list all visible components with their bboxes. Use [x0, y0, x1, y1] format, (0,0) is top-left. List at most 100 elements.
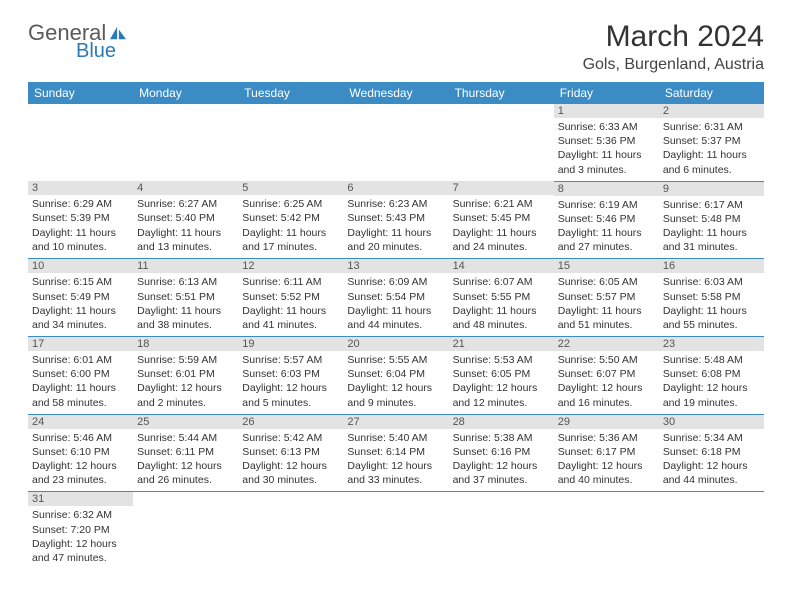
daylight-text-1: Daylight: 11 hours — [663, 226, 760, 240]
sunset-text: Sunset: 5:51 PM — [137, 290, 234, 304]
empty-cell — [28, 104, 133, 181]
week-row: 1Sunrise: 6:33 AMSunset: 5:36 PMDaylight… — [28, 104, 764, 181]
sunset-text: Sunset: 6:18 PM — [663, 445, 760, 459]
day-number: 19 — [238, 337, 343, 351]
daylight-text-1: Daylight: 12 hours — [32, 459, 129, 473]
sunrise-text: Sunrise: 6:21 AM — [453, 197, 550, 211]
daylight-text-2: and 13 minutes. — [137, 240, 234, 254]
sunrise-text: Sunrise: 6:15 AM — [32, 275, 129, 289]
daylight-text-2: and 30 minutes. — [242, 473, 339, 487]
day-info: Sunrise: 6:32 AMSunset: 7:20 PMDaylight:… — [32, 508, 129, 565]
daylight-text-2: and 2 minutes. — [137, 396, 234, 410]
daylight-text-2: and 33 minutes. — [347, 473, 444, 487]
day-info: Sunrise: 5:55 AMSunset: 6:04 PMDaylight:… — [347, 353, 444, 410]
sunrise-text: Sunrise: 5:55 AM — [347, 353, 444, 367]
day-number: 3 — [28, 181, 133, 195]
daylight-text-1: Daylight: 11 hours — [137, 304, 234, 318]
sunset-text: Sunset: 6:03 PM — [242, 367, 339, 381]
day-number: 15 — [554, 259, 659, 273]
day-cell-13: 13Sunrise: 6:09 AMSunset: 5:54 PMDayligh… — [343, 259, 448, 337]
daylight-text-1: Daylight: 11 hours — [558, 148, 655, 162]
daylight-text-2: and 26 minutes. — [137, 473, 234, 487]
day-number: 31 — [28, 492, 133, 506]
day-number: 12 — [238, 259, 343, 273]
day-number: 11 — [133, 259, 238, 273]
daylight-text-1: Daylight: 12 hours — [347, 459, 444, 473]
daylight-text-2: and 48 minutes. — [453, 318, 550, 332]
sunset-text: Sunset: 6:10 PM — [32, 445, 129, 459]
sunset-text: Sunset: 6:00 PM — [32, 367, 129, 381]
sunset-text: Sunset: 5:37 PM — [663, 134, 760, 148]
header: GeneralBlue March 2024 Gols, Burgenland,… — [28, 20, 764, 74]
daylight-text-1: Daylight: 11 hours — [347, 226, 444, 240]
daylight-text-1: Daylight: 11 hours — [347, 304, 444, 318]
day-number: 7 — [449, 181, 554, 195]
sunrise-text: Sunrise: 6:01 AM — [32, 353, 129, 367]
daylight-text-2: and 5 minutes. — [242, 396, 339, 410]
empty-cell — [238, 492, 343, 569]
day-cell-9: 9Sunrise: 6:17 AMSunset: 5:48 PMDaylight… — [659, 181, 764, 259]
week-row: 17 Sunrise: 6:01 AMSunset: 6:00 PM Dayligh… — [28, 337, 764, 415]
day-number: 1 — [554, 104, 659, 118]
daylight-text-2: and 3 minutes. — [558, 163, 655, 177]
day-info: Sunrise: 6:17 AMSunset: 5:48 PMDaylight:… — [663, 198, 760, 255]
sunset-text: Sunset: 5:46 PM — [558, 212, 655, 226]
sunrise-text: Sunrise: 5:36 AM — [558, 431, 655, 445]
sunrise-text: Sunrise: 6:13 AM — [137, 275, 234, 289]
day-cell-25: 25Sunrise: 5:44 AMSunset: 6:11 PMDayligh… — [133, 414, 238, 492]
day-cell-19: 19 Sunrise: 5:57 AMSunset: 6:03 PMDayligh… — [238, 337, 343, 415]
sunrise-text: Sunrise: 5:48 AM — [663, 353, 760, 367]
daylight-text-2: and 31 minutes. — [663, 240, 760, 254]
day-number: 10 — [28, 259, 133, 273]
daylight-text-2: and 17 minutes. — [242, 240, 339, 254]
day-number: 22 — [554, 337, 659, 351]
sunset-text: Sunset: 5:58 PM — [663, 290, 760, 304]
sunrise-text: Sunrise: 5:53 AM — [453, 353, 550, 367]
empty-cell — [133, 492, 238, 569]
daylight-text-1: Daylight: 12 hours — [453, 459, 550, 473]
day-header-wednesday: Wednesday — [343, 82, 448, 104]
day-number: 5 — [238, 181, 343, 195]
day-cell-6: 6Sunrise: 6:23 AMSunset: 5:43 PMDaylight… — [343, 181, 448, 259]
sunset-text: Sunset: 5:36 PM — [558, 134, 655, 148]
day-cell-27: 27Sunrise: 5:40 AMSunset: 6:14 PMDayligh… — [343, 414, 448, 492]
day-info: Sunrise: 6:27 AMSunset: 5:40 PMDaylight:… — [137, 197, 234, 254]
daylight-text-1: Daylight: 12 hours — [242, 381, 339, 395]
day-info: Sunrise: 5:46 AMSunset: 6:10 PMDaylight:… — [32, 431, 129, 488]
sunrise-text: Sunrise: 6:09 AM — [347, 275, 444, 289]
sunset-text: Sunset: 6:11 PM — [137, 445, 234, 459]
daylight-text-2: and 47 minutes. — [32, 551, 129, 565]
daylight-text-2: and 44 minutes. — [663, 473, 760, 487]
calendar-body: 1Sunrise: 6:33 AMSunset: 5:36 PMDaylight… — [28, 104, 764, 569]
daylight-text-1: Daylight: 11 hours — [32, 304, 129, 318]
day-number: 17 — [28, 337, 133, 351]
day-info: Sunrise: 5:50 AMSunset: 6:07 PMDaylight:… — [558, 353, 655, 410]
sunrise-text: Sunrise: 5:57 AM — [242, 353, 339, 367]
daylight-text-2: and 9 minutes. — [347, 396, 444, 410]
daylight-text-1: Daylight: 11 hours — [453, 226, 550, 240]
sunrise-text: Sunrise: 6:29 AM — [32, 197, 129, 211]
calendar-table: SundayMondayTuesdayWednesdayThursdayFrid… — [28, 82, 764, 569]
day-cell-20: 20Sunrise: 5:55 AMSunset: 6:04 PMDayligh… — [343, 337, 448, 415]
day-info: Sunrise: 6:21 AMSunset: 5:45 PMDaylight:… — [453, 197, 550, 254]
daylight-text-2: and 41 minutes. — [242, 318, 339, 332]
daylight-text-1: Daylight: 12 hours — [663, 459, 760, 473]
logo: GeneralBlue — [28, 20, 128, 63]
day-info: Sunrise: 6:25 AMSunset: 5:42 PMDaylight:… — [242, 197, 339, 254]
sunrise-text: Sunrise: 5:50 AM — [558, 353, 655, 367]
sunrise-text: Sunrise: 6:23 AM — [347, 197, 444, 211]
sunrise-text: Sunrise: 6:19 AM — [558, 198, 655, 212]
sunset-text: Sunset: 6:07 PM — [558, 367, 655, 381]
sunset-text: Sunset: 5:49 PM — [32, 290, 129, 304]
sunrise-text: Sunrise: 6:05 AM — [558, 275, 655, 289]
day-cell-8: 8Sunrise: 6:19 AMSunset: 5:46 PMDaylight… — [554, 181, 659, 259]
sunrise-text: Sunrise: 5:42 AM — [242, 431, 339, 445]
day-info: Sunrise: 6:13 AMSunset: 5:51 PMDaylight:… — [137, 275, 234, 332]
day-info: Sunrise: 5:38 AMSunset: 6:16 PMDaylight:… — [453, 431, 550, 488]
sunset-text: Sunset: 6:05 PM — [453, 367, 550, 381]
sunrise-text: Sunrise: 5:46 AM — [32, 431, 129, 445]
daylight-text-2: and 16 minutes. — [558, 396, 655, 410]
daylight-text-1: Daylight: 12 hours — [663, 381, 760, 395]
day-header-saturday: Saturday — [659, 82, 764, 104]
sunrise-text: Sunrise: 6:31 AM — [663, 120, 760, 134]
